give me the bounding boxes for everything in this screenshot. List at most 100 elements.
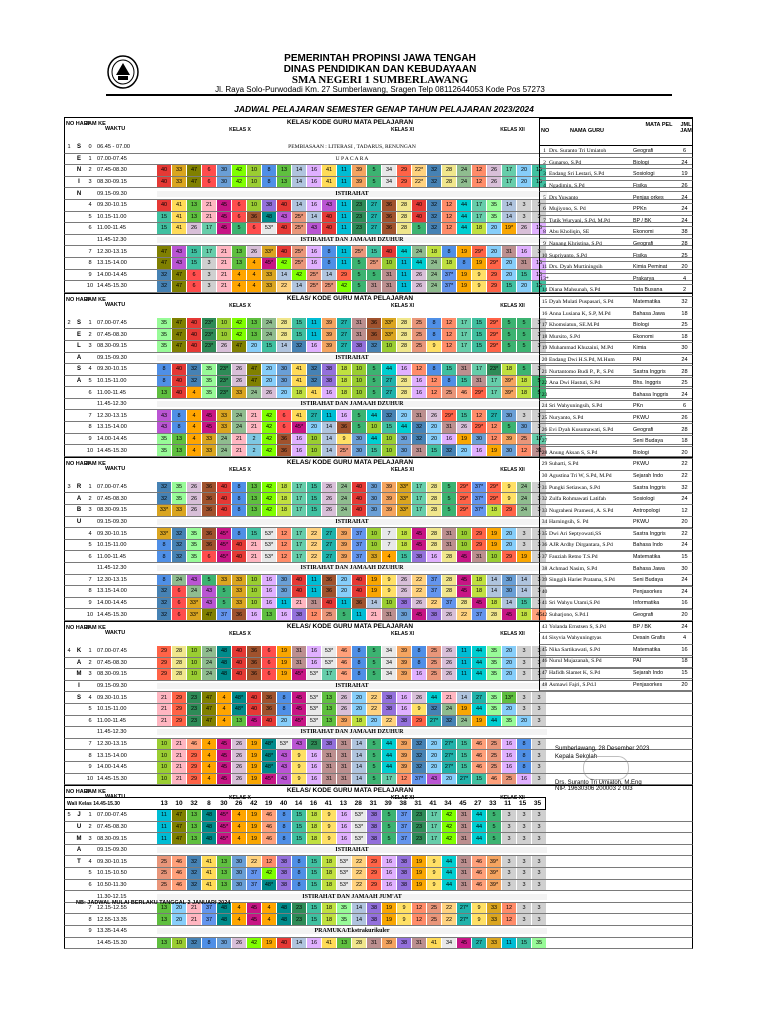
teacher-number: 40: [541, 588, 548, 595]
class-cells: 32 6 33* 43 5 33 10 16 11 21 31 40 11 36 14 10 38 26 22 37 2…: [157, 597, 547, 609]
teacher-hours: 4: [682, 275, 687, 282]
teacher-code-cell: 46: [172, 868, 187, 879]
period-number: 9: [88, 435, 92, 442]
teacher-subject: Seni Budaya: [633, 577, 664, 584]
teacher-code-cell: 18: [322, 902, 337, 914]
teacher-code-cell: 45*: [217, 833, 232, 844]
teacher-code-cell: 29: [487, 281, 502, 292]
teacher-code-cell: 47: [172, 340, 187, 352]
teacher-code-cell: 44: [457, 199, 472, 211]
homeroom-code: 30: [220, 800, 228, 807]
teacher-name: Dwi Ari Septyowati,SS: [549, 530, 602, 537]
teacher-code-cell: 26: [322, 481, 337, 493]
teacher-code-cell: 13: [187, 821, 202, 833]
teacher-subject: Geografi: [633, 241, 654, 248]
teacher-code-cell: 18: [502, 364, 517, 375]
teacher-code-cell: 15: [472, 329, 487, 340]
period-number: 9: [88, 928, 92, 935]
teacher-code-cell: 38: [367, 810, 382, 821]
teacher-code-cell: 14: [487, 574, 502, 586]
teacher-code-cell: 44: [382, 738, 397, 750]
homeroom-label: Wali Kelas 14.45-15.30: [67, 800, 120, 807]
teacher-row: 38 Achmad Nasim, S.Pd Bahasa Jawa 30: [539, 563, 693, 575]
teacher-code-cell: 17: [292, 505, 307, 516]
teacher-code-cell: 29*: [457, 493, 472, 505]
teacher-code-cell: 10: [172, 937, 187, 949]
teacher-code-cell: 36: [382, 211, 397, 223]
day-letter: I: [78, 179, 80, 186]
teacher-code-cell: 16: [337, 821, 352, 833]
schedule-row: 8 13.15-14.00 32 6 24 43 5 33 10 16 30 40 11 36 20 40 19…: [64, 586, 693, 598]
teacher-subject: Sastra Inggris: [633, 530, 666, 537]
teacher-code-cell: 32: [442, 715, 457, 727]
teacher-code-cell: 16: [502, 738, 517, 750]
teacher-code-cell: 35: [487, 669, 502, 680]
teacher-row: 44 Sisyvia Wahyuningtyas Desain Grafis 4: [539, 632, 693, 645]
teacher-code-cell: 9: [397, 914, 412, 926]
teacher-code-cell: 16: [307, 645, 322, 657]
teacher-code-cell: 38: [397, 868, 412, 879]
teacher-code-cell: 21: [232, 433, 247, 445]
teacher-code-cell: 25*: [292, 257, 307, 269]
teacher-code-cell: 13: [187, 810, 202, 821]
teacher-code-cell: 19: [367, 586, 382, 597]
teacher-code-cell: 17: [502, 176, 517, 188]
schedule-row: B 3 08.30-09.15 33* 33 26 36 40 8 13 42 18 17 15 26 24 4…: [64, 505, 693, 517]
schedule-row: 7 12.30-13.15 47 43 15 17 21 13 26 33* 40 25* 16 8 11 2…: [64, 246, 693, 258]
teacher-code-cell: 20: [502, 528, 517, 539]
teacher-code-cell: 18: [322, 879, 337, 891]
teacher-subject: Sastra Inggris: [633, 368, 666, 375]
teacher-code-cell: 3: [517, 645, 532, 657]
period-time: 10.15-10.50: [97, 870, 127, 877]
teacher-code-cell: 19: [457, 281, 472, 292]
day-section-header: NO HARI JAM KE WAKTU KELAS/ KODE GURU MATA …: [64, 292, 693, 318]
teacher-code-cell: 25: [427, 657, 442, 669]
day-letter: N: [76, 190, 82, 197]
period-number: 6: [88, 225, 92, 232]
teacher-code-cell: 8: [232, 493, 247, 505]
teacher-subject: Penjas orkes: [633, 194, 664, 201]
teacher-code-cell: 13: [322, 703, 337, 715]
teacher-code-cell: 15: [292, 329, 307, 340]
teacher-code-cell: 10: [367, 422, 382, 433]
teacher-code-cell: 34: [382, 669, 397, 680]
teacher-code-cell: 18: [322, 868, 337, 879]
teacher-code-cell: 17: [427, 810, 442, 821]
teacher-code-cell: 38: [367, 914, 382, 926]
teacher-subject: Antropologi: [633, 507, 660, 514]
teacher-code-cell: 25: [412, 317, 427, 329]
teacher-code-cell: 13: [277, 176, 292, 188]
teacher-code-cell: 21: [247, 551, 262, 562]
teacher-code-cell: 11: [337, 211, 352, 223]
teacher-code-cell: 18: [322, 856, 337, 868]
teacher-code-cell: 10: [382, 433, 397, 445]
teacher-code-cell: 22: [307, 528, 322, 539]
teacher-code-cell: 34: [382, 176, 397, 188]
teacher-code-cell: 36: [232, 609, 247, 620]
teacher-code-cell: 22: [442, 914, 457, 926]
teacher-name: Nurul Mujazanah, S.Pd: [549, 658, 602, 665]
teacher-code-cell: 35: [202, 364, 217, 375]
teacher-code-cell: 15: [292, 810, 307, 821]
teacher-code-cell: 40: [217, 505, 232, 516]
teacher-code-cell: 43: [187, 574, 202, 586]
teacher-code-cell: 4: [232, 902, 247, 914]
teacher-code-cell: 28: [172, 645, 187, 657]
teacher-number: 27: [541, 438, 548, 445]
teacher-code-cell: 12: [472, 410, 487, 422]
teacher-code-cell: 40: [157, 199, 172, 211]
teacher-code-cell: 48: [217, 645, 232, 657]
class-cells: 11 47 13 48 45* 4 19 46 8 15 18 9 16 53* 38 5 37 23 17 42 31…: [157, 821, 547, 833]
teacher-code-cell: 12: [442, 211, 457, 223]
teacher-code-cell: 8: [322, 246, 337, 257]
teacher-hours: 18: [681, 333, 688, 340]
teacher-code-cell: 17: [457, 329, 472, 340]
teacher-code-cell: 45: [247, 914, 262, 926]
teacher-code-cell: 36: [202, 493, 217, 505]
teacher-code-cell: 4: [187, 445, 202, 456]
teacher-code-cell: 45: [217, 211, 232, 223]
teacher-code-cell: 19: [412, 879, 427, 891]
teacher-code-cell: 35: [172, 481, 187, 493]
teacher-code-cell: 13: [232, 246, 247, 257]
teacher-code-cell: 25: [427, 669, 442, 680]
